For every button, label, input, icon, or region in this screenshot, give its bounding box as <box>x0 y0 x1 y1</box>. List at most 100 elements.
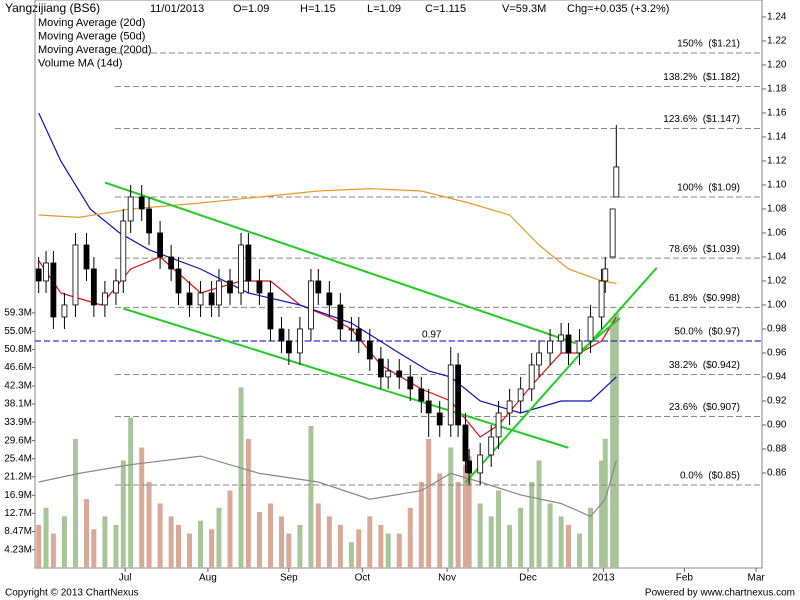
volume-bar <box>529 481 535 568</box>
fib-label: 0.0% ($0.85) <box>680 471 740 482</box>
volume-bar <box>418 481 424 568</box>
y-tick-label: 0.90 <box>767 420 787 431</box>
candle-body <box>462 424 469 462</box>
candle-body <box>477 454 484 474</box>
candle-body <box>267 292 274 330</box>
volume-bar <box>297 524 303 568</box>
x-tick-label: 2013 <box>592 573 615 584</box>
candle-body <box>227 280 233 294</box>
candle-body <box>598 280 605 318</box>
candle-body <box>455 364 462 426</box>
trendline <box>578 317 621 353</box>
volume-bar <box>91 529 97 568</box>
volume-bar <box>102 516 108 568</box>
candle-body <box>425 400 432 414</box>
fib-label: 50.0% ($0.97) <box>674 327 740 338</box>
y-tick-label: 1.14 <box>767 132 787 143</box>
volume-bar <box>209 529 215 568</box>
y2-tick-label: 12.7M <box>4 508 32 519</box>
volume-bar <box>139 447 145 568</box>
candle-body <box>146 208 152 234</box>
volume-bar <box>216 507 222 568</box>
volume-bar <box>120 460 126 568</box>
volume-bar <box>613 312 619 568</box>
candle-body <box>168 256 175 270</box>
x-tick-label: Mar <box>747 573 765 584</box>
candle-body <box>127 196 134 222</box>
candle-body <box>113 280 119 294</box>
candle-body <box>436 412 443 426</box>
candle-body <box>602 268 609 282</box>
candle-body <box>278 328 285 342</box>
volume-bar <box>326 516 332 568</box>
candle-body <box>197 292 204 306</box>
volume-bar <box>43 507 49 568</box>
x-tick-label: Nov <box>438 573 456 584</box>
y2-tick-label: 42.3M <box>4 381 32 392</box>
volume-bar <box>348 542 354 568</box>
candle-body <box>536 352 542 366</box>
y2-tick-label: 29.6M <box>4 435 32 446</box>
volume-bar <box>407 507 413 568</box>
candle-body <box>256 280 263 294</box>
candle-body <box>186 292 193 306</box>
candle-body <box>488 436 495 456</box>
candle-body <box>72 244 79 306</box>
y-tick-label: 0.96 <box>767 348 787 359</box>
candle-body <box>90 268 97 306</box>
legend-entry: Moving Average (200d) <box>38 44 152 56</box>
volume-bar <box>227 490 233 568</box>
volume-bar <box>175 524 181 568</box>
volume-bar <box>308 426 314 568</box>
volume-bar <box>496 490 502 568</box>
fib-label: 100% ($1.09) <box>677 183 740 194</box>
fib-label: 78.6% ($1.039) <box>669 244 740 255</box>
volume-bar <box>337 524 343 568</box>
candle-body <box>43 262 49 282</box>
volume-bar <box>267 503 273 568</box>
candle-body <box>377 358 384 378</box>
legend-entry: Moving Average (50d) <box>38 30 145 42</box>
y-tick-label: 1.02 <box>767 276 787 287</box>
volume-bar <box>187 533 193 568</box>
volume-bar <box>315 503 321 568</box>
volume-bar <box>558 516 564 568</box>
candle-body <box>208 292 215 306</box>
y2-tick-label: 21.2M <box>4 471 32 482</box>
volume-bar <box>128 417 134 568</box>
candle-body <box>102 292 108 306</box>
y-tick-label: 1.00 <box>767 300 787 311</box>
candle-body <box>447 364 454 426</box>
volume-bar <box>50 533 56 568</box>
candle-body <box>466 460 473 474</box>
candle-body <box>50 262 57 318</box>
candle-body <box>517 388 524 402</box>
trendline <box>464 267 658 484</box>
candle-body <box>355 328 362 342</box>
y-tick-label: 0.88 <box>767 444 787 455</box>
volume-bar <box>385 533 391 568</box>
header-info: V=59.3M <box>502 3 546 15</box>
candle-body <box>245 244 252 282</box>
candle-body <box>576 340 583 354</box>
legend-entry: Volume MA (14d) <box>38 57 122 69</box>
volume-bar <box>279 516 285 568</box>
candle-body <box>83 244 90 270</box>
y2-tick-label: 33.9M <box>4 417 32 428</box>
candle-body <box>558 334 565 342</box>
y2-tick-label: 59.3M <box>4 308 32 319</box>
candle-body <box>396 370 403 378</box>
candle-body <box>285 340 292 354</box>
y-tick-label: 1.24 <box>767 12 787 23</box>
header-info: C=1.115 <box>425 3 466 15</box>
moving-average-line <box>38 455 617 518</box>
candle-body <box>565 334 572 354</box>
volume-bar <box>198 520 204 568</box>
volume-bar <box>146 481 152 568</box>
volume-bar <box>466 456 472 568</box>
candle-body <box>138 196 145 210</box>
candle-body <box>407 376 414 390</box>
y2-tick-label: 25.4M <box>4 453 32 464</box>
